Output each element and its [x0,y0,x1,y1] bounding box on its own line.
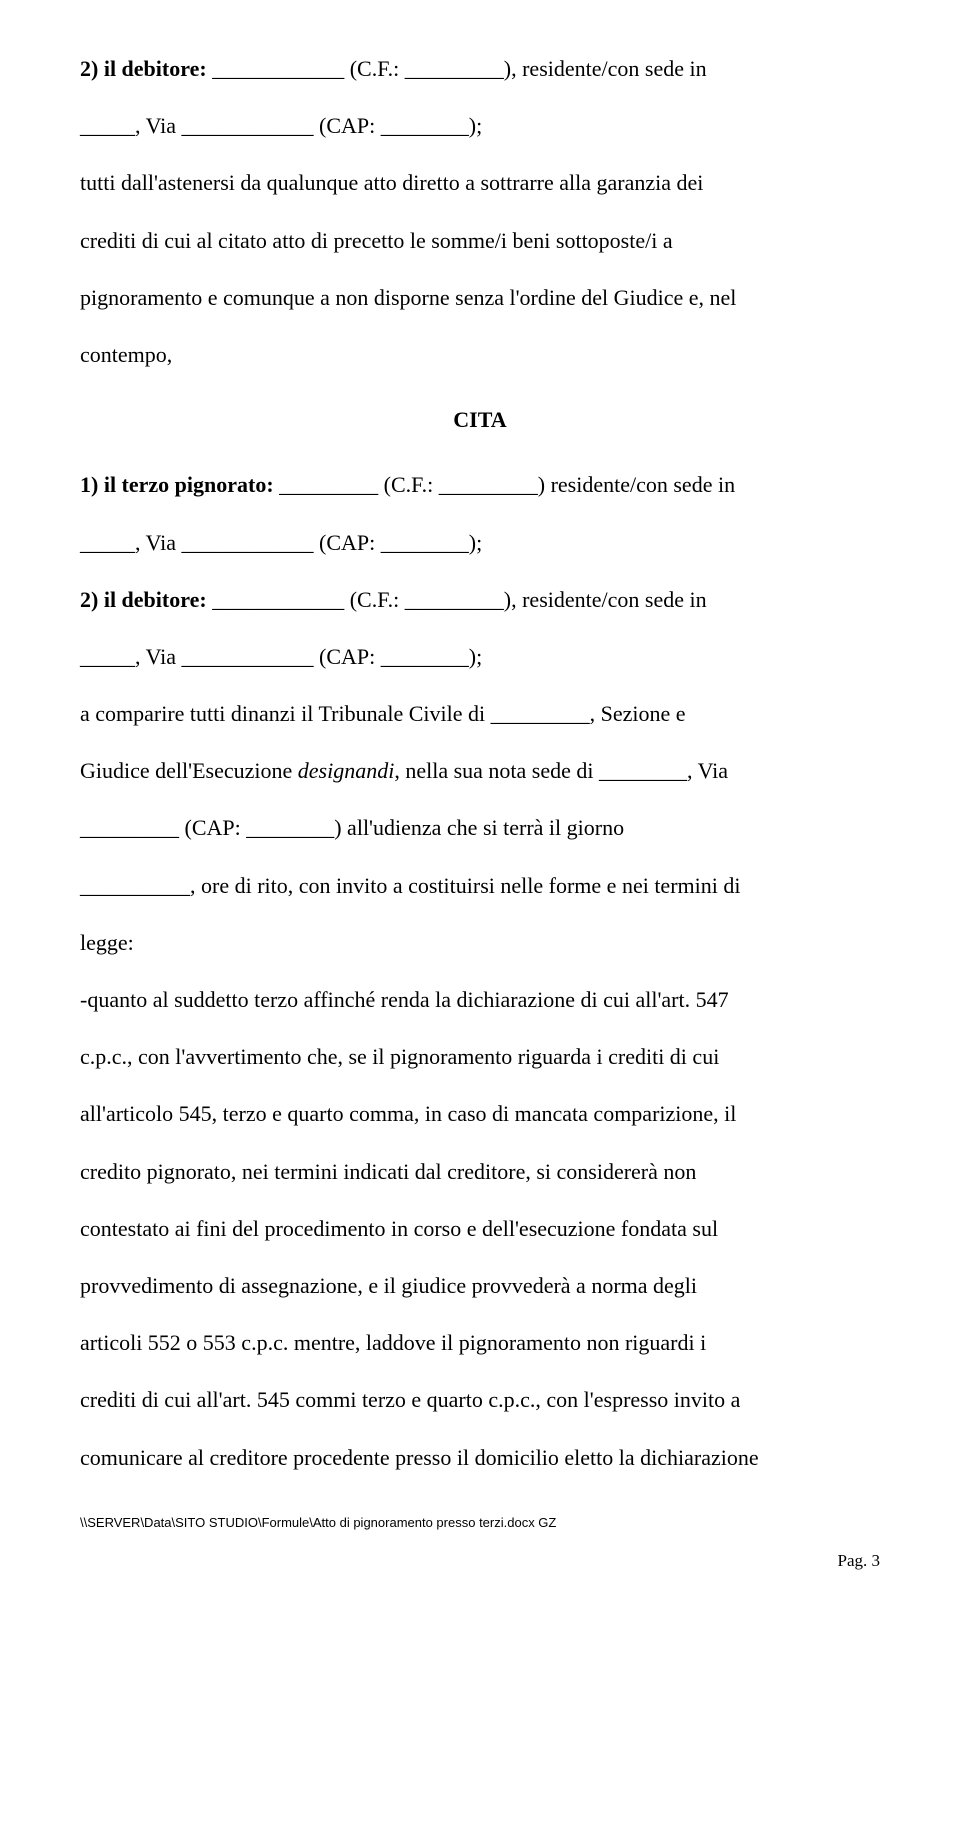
p-line21: provvedimento di assegnazione, e il giud… [80,1257,880,1314]
text-line7b: _________ (C.F.: _________) residente/co… [279,472,735,497]
p-line20: contestato ai fini del procedimento in c… [80,1200,880,1257]
label-terzo: 1) il terzo pignorato: [80,472,274,497]
p-line3: tutti dall'astenersi da qualunque atto d… [80,154,880,211]
p-line15: legge: [80,914,880,971]
p-line9: 2) il debitore: ____________ (C.F.: ____… [80,571,880,628]
p-line17: c.p.c., con l'avvertimento che, se il pi… [80,1028,880,1085]
footer: \\SERVER\Data\SITO STUDIO\Formule\Atto d… [80,1506,880,1540]
text-line9b: ____________ (C.F.: _________), resident… [212,587,706,612]
label-debitore-1: 2) il debitore: [80,56,207,81]
p-line14: __________, ore di rito, con invito a co… [80,857,880,914]
p-line12: Giudice dell'Esecuzione designandi, nell… [80,742,880,799]
p-line16: -quanto al suddetto terzo affinché renda… [80,971,880,1028]
p-line22: articoli 552 o 553 c.p.c. mentre, laddov… [80,1314,880,1371]
footer-path: \\SERVER\Data\SITO STUDIO\Formule\Atto d… [80,1506,556,1540]
p-line5: pignoramento e comunque a non disporne s… [80,269,880,326]
p-line23: crediti di cui all'art. 545 commi terzo … [80,1371,880,1428]
p-line1: 2) il debitore: ____________ (C.F.: ____… [80,40,880,97]
text-designandi: designandi [298,758,395,783]
label-debitore-2: 2) il debitore: [80,587,207,612]
heading-cita: CITA [80,391,880,448]
p-line7: 1) il terzo pignorato: _________ (C.F.: … [80,456,880,513]
text-line1b: ____________ (C.F.: _________), resident… [212,56,706,81]
p-line2: _____, Via ____________ (CAP: ________); [80,97,880,154]
p-line13: _________ (CAP: ________) all'udienza ch… [80,799,880,856]
p-line11: a comparire tutti dinanzi il Tribunale C… [80,685,880,742]
p-line6: contempo, [80,326,880,383]
p-line10: _____, Via ____________ (CAP: ________); [80,628,880,685]
p-line24: comunicare al creditore procedente press… [80,1429,880,1486]
text-line12b: , nella sua nota sede di ________, Via [394,758,728,783]
p-line18: all'articolo 545, terzo e quarto comma, … [80,1085,880,1142]
text-line12a: Giudice dell'Esecuzione [80,758,298,783]
p-line19: credito pignorato, nei termini indicati … [80,1143,880,1200]
p-line8: _____, Via ____________ (CAP: ________); [80,514,880,571]
p-line4: crediti di cui al citato atto di precett… [80,212,880,269]
document-page: 2) il debitore: ____________ (C.F.: ____… [0,0,960,1614]
page-number: Pag. 3 [80,1539,880,1583]
